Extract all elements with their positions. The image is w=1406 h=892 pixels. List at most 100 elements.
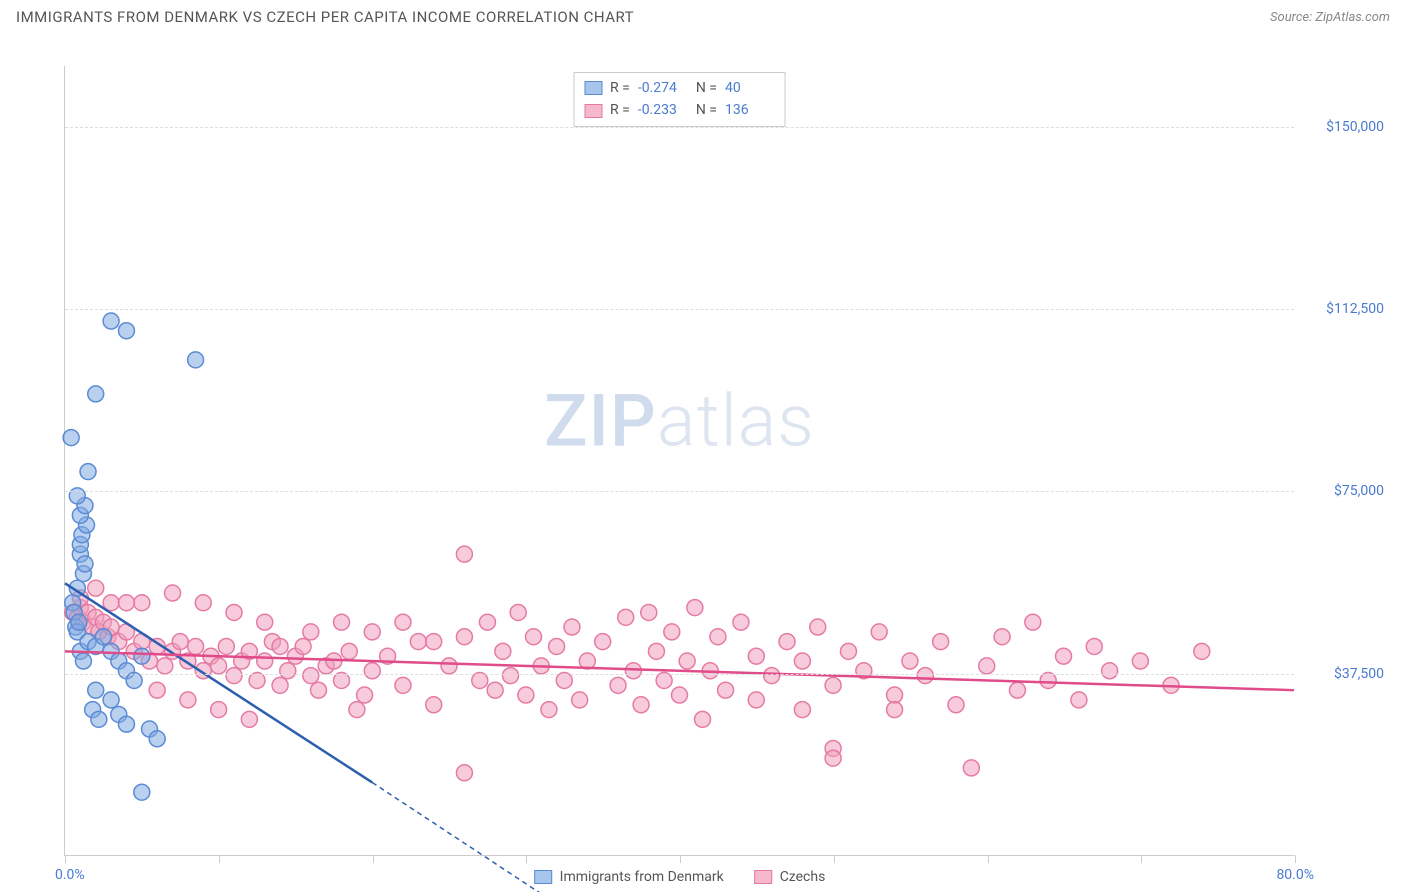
data-point-czechs xyxy=(195,595,211,611)
gridline xyxy=(65,674,1294,675)
n-value: 40 xyxy=(725,77,775,99)
data-point-czechs xyxy=(695,711,711,727)
data-point-czechs xyxy=(479,614,495,630)
data-point-czechs xyxy=(272,677,288,693)
data-point-czechs xyxy=(1056,648,1072,664)
data-point-czechs xyxy=(157,658,173,674)
data-point-czechs xyxy=(257,614,273,630)
data-point-czechs xyxy=(1025,614,1041,630)
data-point-czechs xyxy=(902,653,918,669)
data-point-czechs xyxy=(794,702,810,718)
data-point-czechs xyxy=(656,672,672,688)
data-point-czechs xyxy=(618,609,634,625)
x-axis-end-label: 80.0% xyxy=(1276,867,1314,883)
data-point-czechs xyxy=(257,653,273,669)
data-point-denmark xyxy=(95,629,111,645)
legend-swatch xyxy=(754,870,772,884)
data-point-denmark xyxy=(88,682,104,698)
data-point-czechs xyxy=(1009,682,1025,698)
legend-series-label: Czechs xyxy=(780,869,826,885)
data-point-czechs xyxy=(456,765,472,781)
chart-title: IMMIGRANTS FROM DENMARK VS CZECH PER CAP… xyxy=(16,8,634,26)
chart-header: IMMIGRANTS FROM DENMARK VS CZECH PER CAP… xyxy=(0,0,1406,30)
y-tick-label: $150,000 xyxy=(1304,119,1384,135)
data-point-czechs xyxy=(149,682,165,698)
data-point-czechs xyxy=(518,687,534,703)
data-point-czechs xyxy=(295,638,311,654)
data-point-czechs xyxy=(134,595,150,611)
r-value: -0.274 xyxy=(638,77,688,99)
data-point-czechs xyxy=(979,658,995,674)
data-point-czechs xyxy=(364,624,380,640)
x-tick xyxy=(219,855,220,863)
data-point-czechs xyxy=(641,604,657,620)
legend-series-item: Czechs xyxy=(754,869,826,885)
data-point-czechs xyxy=(825,677,841,693)
data-point-czechs xyxy=(211,702,227,718)
data-point-czechs xyxy=(564,619,580,635)
data-point-czechs xyxy=(456,629,472,645)
r-label: R = xyxy=(610,99,630,121)
legend-series-label: Immigrants from Denmark xyxy=(560,869,724,885)
data-point-czechs xyxy=(1132,653,1148,669)
data-point-czechs xyxy=(556,672,572,688)
data-point-czechs xyxy=(495,643,511,659)
gridline xyxy=(65,309,1294,310)
trend-line-denmark xyxy=(65,583,372,782)
data-point-czechs xyxy=(625,663,641,679)
data-point-czechs xyxy=(733,614,749,630)
data-point-czechs xyxy=(303,624,319,640)
data-point-czechs xyxy=(794,653,810,669)
data-point-czechs xyxy=(118,595,134,611)
r-value: -0.233 xyxy=(638,99,688,121)
data-point-czechs xyxy=(188,638,204,654)
data-point-czechs xyxy=(825,750,841,766)
data-point-czechs xyxy=(1040,672,1056,688)
data-point-czechs xyxy=(272,638,288,654)
data-point-czechs xyxy=(303,668,319,684)
data-point-czechs xyxy=(334,672,350,688)
data-point-czechs xyxy=(963,760,979,776)
data-point-denmark xyxy=(69,488,85,504)
gridline xyxy=(65,127,1294,128)
x-tick xyxy=(373,855,374,863)
data-point-czechs xyxy=(249,672,265,688)
legend-swatch xyxy=(584,104,602,118)
x-tick xyxy=(65,855,66,863)
scatter-svg xyxy=(65,66,1294,855)
x-tick xyxy=(988,855,989,863)
data-point-denmark xyxy=(88,386,104,402)
legend-correlation: R =-0.274N =40R =-0.233N =136 xyxy=(573,72,786,127)
data-point-denmark xyxy=(188,352,204,368)
data-point-denmark xyxy=(134,648,150,664)
data-point-czechs xyxy=(840,643,856,659)
x-tick xyxy=(1141,855,1142,863)
data-point-czechs xyxy=(487,682,503,698)
data-point-czechs xyxy=(218,638,234,654)
legend-swatch xyxy=(534,870,552,884)
data-point-czechs xyxy=(810,619,826,635)
data-point-czechs xyxy=(280,663,296,679)
x-axis-start-label: 0.0% xyxy=(55,867,85,883)
data-point-denmark xyxy=(126,672,142,688)
data-point-czechs xyxy=(226,668,242,684)
data-point-czechs xyxy=(180,692,196,708)
data-point-czechs xyxy=(933,634,949,650)
data-point-czechs xyxy=(341,643,357,659)
y-tick-label: $75,000 xyxy=(1304,483,1384,499)
n-label: N = xyxy=(696,99,717,121)
legend-series: Immigrants from Denmark Czechs xyxy=(534,869,826,885)
chart-source: Source: ZipAtlas.com xyxy=(1270,10,1390,25)
data-point-czechs xyxy=(1194,643,1210,659)
data-point-czechs xyxy=(948,697,964,713)
data-point-czechs xyxy=(748,692,764,708)
y-tick-label: $112,500 xyxy=(1304,301,1384,317)
data-point-czechs xyxy=(687,600,703,616)
data-point-czechs xyxy=(572,692,588,708)
legend-correlation-row: R =-0.274N =40 xyxy=(584,77,775,99)
data-point-czechs xyxy=(241,711,257,727)
x-tick xyxy=(1295,855,1296,863)
legend-swatch xyxy=(584,81,602,95)
data-point-czechs xyxy=(426,697,442,713)
data-point-czechs xyxy=(349,702,365,718)
